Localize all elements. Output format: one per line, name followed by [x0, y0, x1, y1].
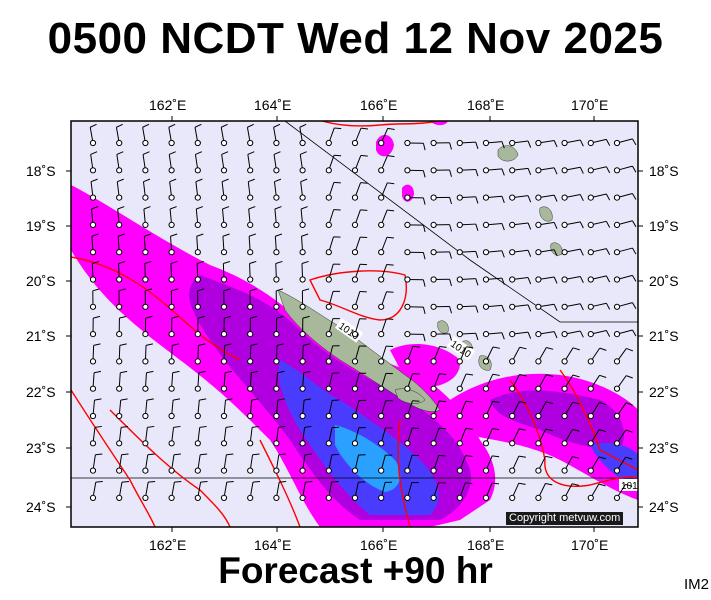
forecast-time-title: 0500 NCDT Wed 12 Nov 2025 — [47, 14, 664, 63]
lon-label-bottom-168: 168˚E — [467, 537, 505, 553]
lon-label-top-164: 164˚E — [254, 97, 292, 113]
lat-label-left-18: 18˚S — [26, 163, 56, 179]
lon-label-top-162: 162˚E — [149, 97, 187, 113]
lat-label-left-22: 22˚S — [26, 384, 56, 400]
lon-label-top-170: 170˚E — [571, 97, 609, 113]
lon-label-bottom-170: 170˚E — [571, 537, 609, 553]
lat-label-right-24: 24˚S — [649, 499, 679, 515]
lat-label-right-22: 22˚S — [649, 384, 679, 400]
lon-label-bottom-166: 166˚E — [360, 537, 398, 553]
boundary-lines — [71, 121, 638, 479]
lat-label-left-23: 23˚S — [26, 440, 56, 456]
axis-ticks — [66, 116, 643, 532]
rainfall-layer — [71, 121, 638, 527]
lat-label-left-24: 24˚S — [26, 499, 56, 515]
lat-label-left-19: 19˚S — [26, 218, 56, 234]
lat-label-right-20: 20˚S — [649, 273, 679, 289]
forecast-offset-subtitle: Forecast +90 hr — [218, 550, 493, 591]
lon-label-bottom-162: 162˚E — [149, 537, 187, 553]
lat-label-right-21: 21˚S — [649, 328, 679, 344]
lat-label-right-23: 23˚S — [649, 440, 679, 456]
lat-label-left-20: 20˚S — [26, 273, 56, 289]
isobar-label-101: 101 — [621, 481, 638, 492]
lon-label-bottom-164: 164˚E — [254, 537, 292, 553]
image-id-label: IM2 — [683, 576, 709, 593]
lat-label-right-19: 19˚S — [649, 218, 679, 234]
lat-label-left-21: 21˚S — [26, 328, 56, 344]
lat-label-right-18: 18˚S — [649, 163, 679, 179]
copyright-notice: Copyright metvuw.com — [506, 512, 624, 525]
lon-label-top-166: 166˚E — [360, 97, 398, 113]
wind-barbs — [89, 123, 637, 501]
map-frame — [70, 120, 639, 528]
lon-label-top-168: 168˚E — [467, 97, 505, 113]
